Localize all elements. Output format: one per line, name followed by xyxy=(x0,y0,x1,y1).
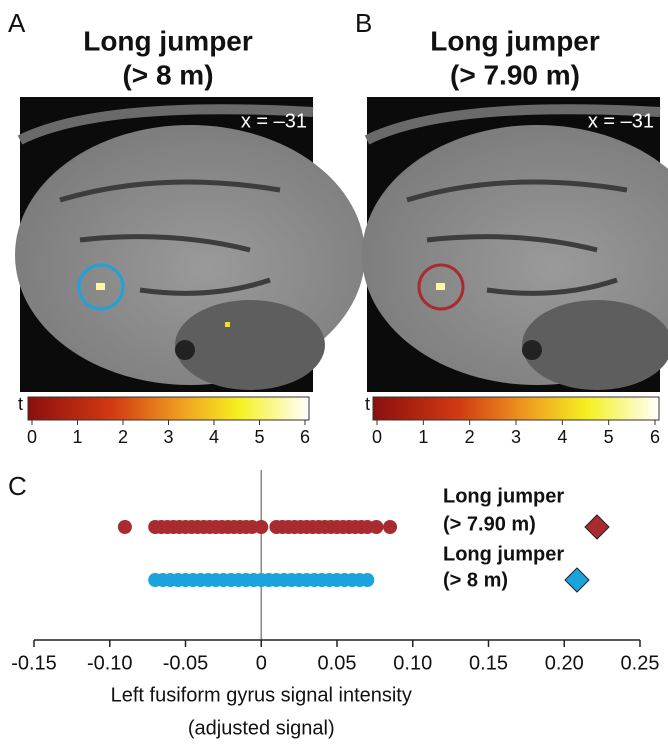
colorbar-tick-label: 6 xyxy=(300,427,310,447)
panel-title: (> 8 m) xyxy=(122,59,213,90)
x-tick-label: -0.15 xyxy=(11,652,57,674)
brainstem xyxy=(175,340,195,360)
data-point xyxy=(383,520,397,534)
colorbar-tick-label: 0 xyxy=(372,427,382,447)
colorbar-tick-label: 5 xyxy=(254,427,264,447)
cerebellum xyxy=(175,300,325,390)
x-tick-label: 0.20 xyxy=(545,652,584,674)
data-point xyxy=(360,573,374,587)
legend-label: Long jumper xyxy=(443,543,564,565)
panel-label: A xyxy=(8,8,26,38)
colorbar-label: t xyxy=(18,394,23,414)
cerebellum xyxy=(522,300,668,390)
legend-label: (> 7.90 m) xyxy=(443,513,536,535)
x-tick-label: 0.25 xyxy=(621,652,660,674)
mri-image xyxy=(15,97,365,392)
colorbar-tick-label: 1 xyxy=(72,427,82,447)
x-tick-label: 0 xyxy=(256,652,267,674)
mri-image xyxy=(362,97,668,392)
legend-marker xyxy=(585,515,609,539)
panel-title: Long jumper xyxy=(83,25,253,56)
coordinate-label: x = –31 xyxy=(588,110,654,132)
colorbar-tick-label: 4 xyxy=(557,427,567,447)
x-tick-label: 0.10 xyxy=(393,652,432,674)
colorbar-tick-label: 5 xyxy=(604,427,614,447)
panel-label: C xyxy=(8,471,27,501)
colorbar-tick-label: 0 xyxy=(27,427,37,447)
x-tick-label: 0.05 xyxy=(318,652,357,674)
colorbar-label: t xyxy=(365,394,370,414)
activation xyxy=(436,283,445,290)
panel-title: Long jumper xyxy=(430,25,600,56)
figure: ALong jumper(> 8 m)x = –31t0123456BLong … xyxy=(0,0,668,748)
colorbar xyxy=(28,397,309,420)
x-tick-label: 0.15 xyxy=(469,652,508,674)
panel-label: B xyxy=(355,8,372,38)
brainstem xyxy=(522,340,542,360)
colorbar-tick-label: 2 xyxy=(465,427,475,447)
activation xyxy=(225,322,230,327)
colorbar xyxy=(373,397,659,420)
data-point xyxy=(369,520,383,534)
colorbar-tick-label: 6 xyxy=(650,427,660,447)
panel-title: (> 7.90 m) xyxy=(450,59,580,90)
x-tick-label: -0.10 xyxy=(87,652,133,674)
colorbar-tick-label: 3 xyxy=(163,427,173,447)
legend-marker xyxy=(565,568,589,592)
activation xyxy=(96,283,105,290)
legend-label: Long jumper xyxy=(443,485,564,507)
x-axis-label: Left fusiform gyrus signal intensity xyxy=(111,684,412,706)
colorbar-tick-label: 2 xyxy=(118,427,128,447)
x-axis-label: (adjusted signal) xyxy=(188,717,335,739)
x-tick-label: -0.05 xyxy=(163,652,209,674)
data-point xyxy=(118,520,132,534)
colorbar-tick-label: 1 xyxy=(418,427,428,447)
legend-label: (> 8 m) xyxy=(443,569,508,591)
colorbar-tick-label: 4 xyxy=(209,427,219,447)
colorbar-tick-label: 3 xyxy=(511,427,521,447)
coordinate-label: x = –31 xyxy=(241,110,307,132)
data-point xyxy=(254,520,268,534)
